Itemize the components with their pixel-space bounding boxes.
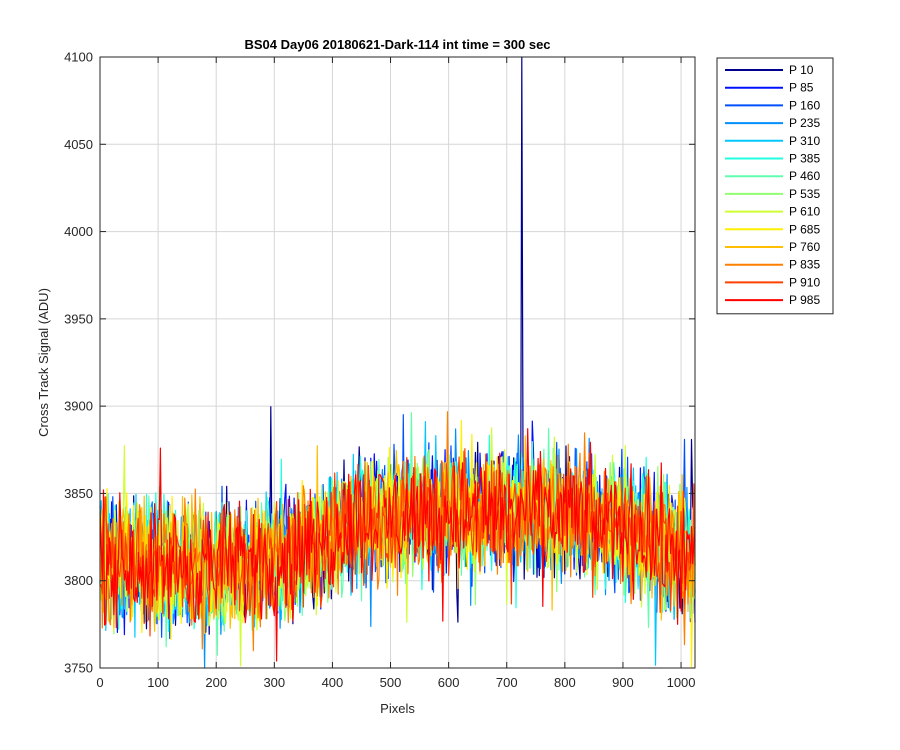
legend-entry-label: P 985: [789, 293, 820, 307]
legend-entry-label: P 160: [789, 98, 820, 112]
x-tick-label: 400: [322, 675, 344, 690]
y-tick-label: 4000: [64, 224, 93, 239]
series-lines: [99, 56, 696, 669]
x-axis-label: Pixels: [380, 701, 415, 716]
legend-entry-label: P 835: [789, 258, 820, 272]
legend-entry-label: P 760: [789, 240, 820, 254]
y-tick-label: 3850: [64, 486, 93, 501]
legend-box: [716, 57, 834, 315]
legend: P 10 P 85 P 160 P 235 P 310 P 385 P 460 P 535 P …: [716, 57, 834, 315]
legend-entry-label: P 610: [789, 205, 820, 219]
y-tick-label: 3900: [64, 399, 93, 414]
y-tick-label: 4050: [64, 137, 93, 152]
x-tick-label: 1000: [667, 675, 696, 690]
x-tick-label: 100: [147, 675, 169, 690]
y-axis-label: Cross Track Signal (ADU): [36, 288, 51, 437]
y-tick-label: 3800: [64, 573, 93, 588]
legend-entry-label: P 535: [789, 187, 820, 201]
x-tick-label: 500: [380, 675, 402, 690]
legend-entry-label: P 385: [789, 152, 820, 166]
legend-entry-label: P 685: [789, 222, 820, 236]
x-tick-label: 300: [263, 675, 285, 690]
series-line-p-985: [99, 428, 696, 662]
legend-entry-label: P 85: [789, 81, 814, 95]
x-axis-ticks: 0 100 200 300 400 500 600 700 800 900 1000: [96, 57, 696, 690]
legend-entry-label: P 460: [789, 169, 820, 183]
x-tick-label: 200: [205, 675, 227, 690]
axes-box: [99, 56, 696, 669]
y-tick-label: 4100: [64, 50, 93, 65]
legend-entry-label: P 235: [789, 116, 820, 130]
plot-area: 0 100 200 300 400 500 600 700 800 900 1000 3750 380…: [64, 50, 696, 690]
legend-entry-label: P 910: [789, 275, 820, 289]
x-tick-label: 800: [554, 675, 576, 690]
y-tick-label: 3950: [64, 311, 93, 326]
x-tick-label: 900: [612, 675, 634, 690]
x-tick-label: 0: [96, 675, 103, 690]
y-axis-ticks: 3750 3800 3850 3900 3950 4000 4050 4100: [64, 50, 695, 676]
x-tick-label: 600: [438, 675, 460, 690]
x-tick-label: 700: [496, 675, 518, 690]
y-tick-label: 3750: [64, 661, 93, 676]
chart-title: BS04 Day06 20180621-Dark-114 int time = …: [244, 37, 550, 52]
legend-entry-label: P 310: [789, 134, 820, 148]
legend-entry-label: P 10: [789, 63, 814, 77]
